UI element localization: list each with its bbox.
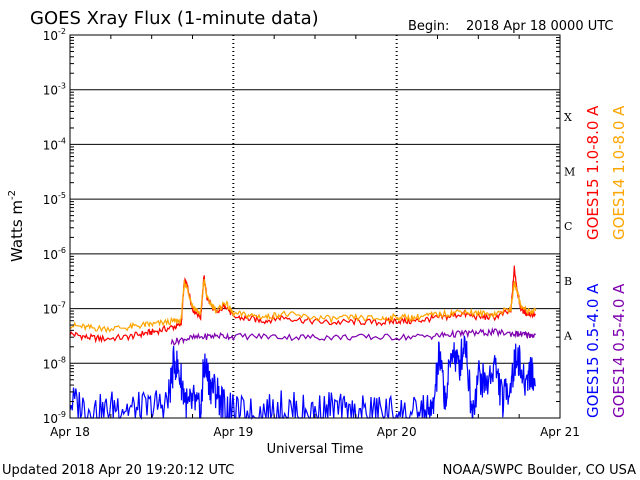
grid-lines [70,34,560,419]
flare-class-label: M [564,166,575,179]
x-tick-label: Apr 20 [377,425,417,439]
y-tick-label: 10-7 [43,301,66,317]
y-tick-label: 10-2 [43,27,66,43]
flare-class-label: A [563,330,573,343]
y-tick-exponent: -2 [58,27,66,36]
y-tick-label: 10-4 [43,136,66,152]
begin-label: Begin: [408,19,449,34]
plot-frame [69,34,561,419]
series-layer [69,265,537,421]
x-tick-label: Apr 18 [50,425,90,439]
y-tick-base: 10 [43,357,58,371]
y-tick-label: 10-8 [43,355,66,371]
y-tick-base: 10 [43,303,58,317]
y-tick-exponent: -4 [58,136,66,145]
y-tick-exponent: -3 [58,82,66,91]
series-line-1 [69,278,537,334]
y-axis-label: Watts m-2 [7,190,26,262]
y-tick-base: 10 [43,138,58,152]
y-axis-label-text: Watts m [8,200,26,262]
y-tick-base: 10 [43,248,58,262]
y-tick-base: 10 [43,412,58,426]
series-line-0 [69,265,537,344]
y-tick-exponent: -7 [58,301,66,310]
y-tick-label: 10-5 [43,191,66,207]
legend-goes15-long: GOES15 1.0-8.0 A [584,105,602,240]
y-tick-label: 10-3 [43,82,66,98]
x-tick-label: Apr 19 [213,425,253,439]
x-tick-label: Apr 21 [540,425,580,439]
flare-class-label: B [564,275,572,288]
legend-goes14-long: GOES14 1.0-8.0 A [610,105,628,240]
x-axis-label: Universal Time [267,442,364,457]
series-line-2 [69,335,537,421]
legend-goes15-short: GOES15 0.5-4.0 A [584,283,602,418]
chart-title: GOES Xray Flux (1-minute data) [30,8,319,29]
series-line-3 [170,326,536,346]
y-tick-base: 10 [43,193,58,207]
y-tick-label: 10-9 [43,410,66,426]
legend-goes14-short: GOES14 0.5-4.0 A [610,283,628,418]
y-tick-exponent: -8 [58,355,66,364]
y-tick-exponent: -6 [58,246,66,255]
flare-class-label: C [564,220,572,233]
updated-timestamp: Updated 2018 Apr 20 19:20:12 UTC [2,463,234,478]
y-axis-label-exponent: -2 [7,190,18,200]
y-tick-base: 10 [43,29,58,43]
begin-value: 2018 Apr 18 0000 UTC [466,19,614,34]
credit-text: NOAA/SWPC Boulder, CO USA [443,463,636,478]
y-tick-exponent: -5 [58,191,66,200]
y-tick-base: 10 [43,84,58,98]
flare-class-label: X [564,111,572,124]
y-tick-label: 10-6 [43,246,66,262]
y-tick-exponent: -9 [58,410,66,419]
